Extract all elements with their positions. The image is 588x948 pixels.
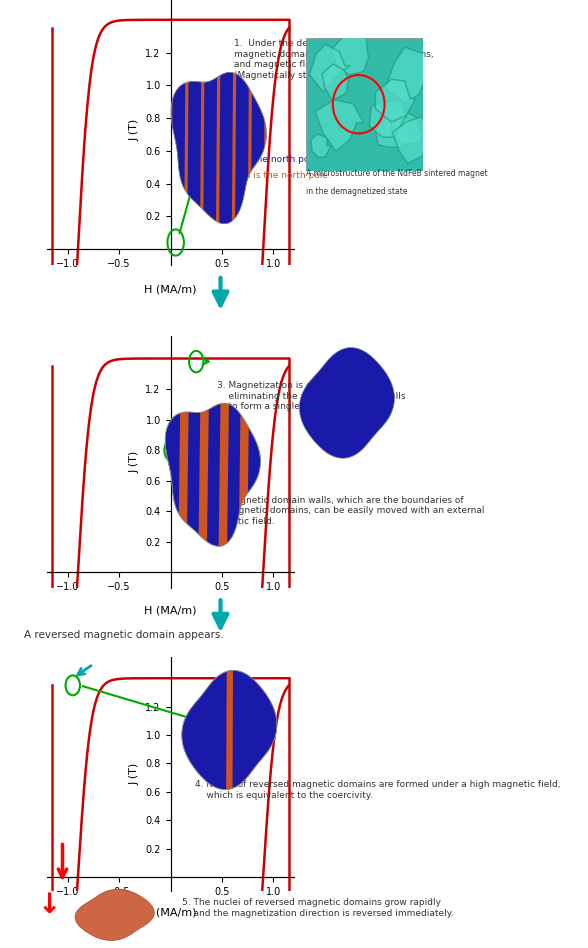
Polygon shape <box>239 389 249 550</box>
Polygon shape <box>172 57 185 228</box>
X-axis label: H (MA/m): H (MA/m) <box>144 606 197 615</box>
Polygon shape <box>322 64 349 100</box>
Y-axis label: J (T): J (T) <box>130 119 140 141</box>
Y-axis label: J (T): J (T) <box>130 763 140 785</box>
Text: Blue:  Up is the north pole: Blue: Up is the north pole <box>199 155 318 164</box>
Text: 4. Nuclei of reversed magnetic domains are formed under a high magnetic field,
 : 4. Nuclei of reversed magnetic domains a… <box>195 780 561 800</box>
Polygon shape <box>315 100 363 151</box>
Text: ↓: ↓ <box>37 891 61 920</box>
Polygon shape <box>165 403 260 546</box>
X-axis label: H (MA/m): H (MA/m) <box>144 284 197 294</box>
Text: Red:  Down is the north pole.: Red: Down is the north pole. <box>199 172 331 180</box>
Polygon shape <box>178 389 189 550</box>
Text: 5. The nuclei of reversed magnetic domains grow rapidly
    and the magnetizatio: 5. The nuclei of reversed magnetic domai… <box>182 899 454 918</box>
Polygon shape <box>235 57 249 228</box>
Polygon shape <box>332 31 369 75</box>
Polygon shape <box>392 112 412 137</box>
Polygon shape <box>375 80 415 122</box>
Text: 2. The magnetic domain walls, which are the boundaries of
    the magnetic domai: 2. The magnetic domain walls, which are … <box>195 496 485 526</box>
Polygon shape <box>219 389 229 550</box>
Polygon shape <box>171 72 266 224</box>
Polygon shape <box>203 57 217 228</box>
Text: in the demagnetized state: in the demagnetized state <box>306 188 407 196</box>
Polygon shape <box>385 47 432 103</box>
Polygon shape <box>182 670 277 790</box>
Polygon shape <box>309 45 350 92</box>
Polygon shape <box>198 389 209 550</box>
Y-axis label: J (T): J (T) <box>130 450 140 473</box>
Polygon shape <box>369 100 406 137</box>
Text: 1.  Under the demagnetized state,
magnetic domains are formed in the grains,
and: 1. Under the demagnetized state, magneti… <box>234 40 434 80</box>
Polygon shape <box>251 57 265 228</box>
Polygon shape <box>311 134 331 157</box>
Polygon shape <box>219 57 233 228</box>
Text: 3. Magnetization is completed by
    eliminating the magnetic domain walls
    t: 3. Magnetization is completed by elimina… <box>217 381 405 411</box>
Polygon shape <box>392 117 429 163</box>
Polygon shape <box>375 115 414 147</box>
Text: A reversed magnetic domain appears.: A reversed magnetic domain appears. <box>24 629 223 640</box>
Polygon shape <box>188 57 201 228</box>
Polygon shape <box>395 111 423 144</box>
X-axis label: H (MA/m): H (MA/m) <box>144 907 197 918</box>
Polygon shape <box>299 348 395 458</box>
Polygon shape <box>75 889 154 940</box>
Text: A microstructure of the NdFeB sintered magnet: A microstructure of the NdFeB sintered m… <box>306 170 487 178</box>
Polygon shape <box>226 670 233 790</box>
